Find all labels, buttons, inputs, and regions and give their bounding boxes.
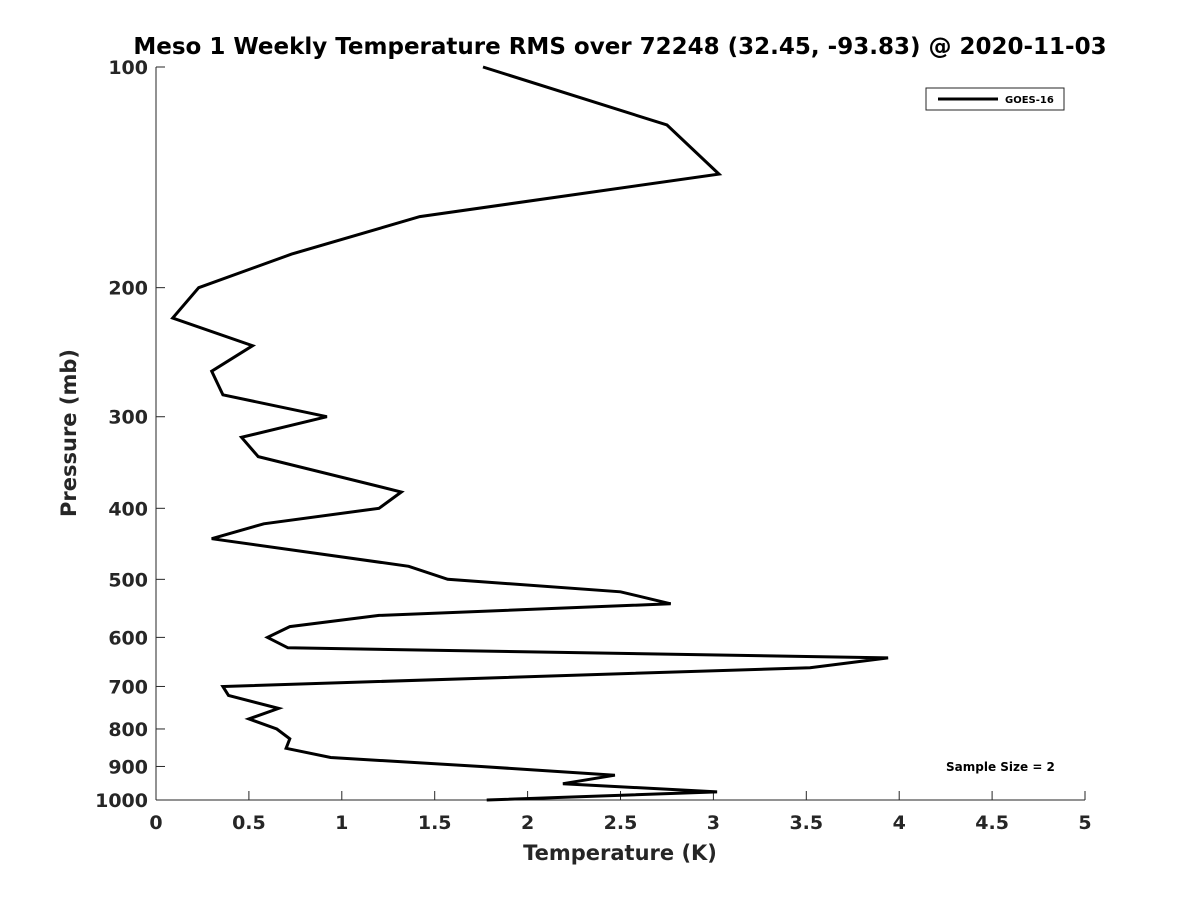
- x-axis-ticks: 0 0.5 1 1.5 2 2.5 3 3.5 4 4.5 5: [149, 791, 1092, 834]
- y-tick-label: 600: [108, 627, 148, 649]
- x-tick-label: 2: [521, 812, 534, 834]
- series-line-goes-16: [170, 65, 889, 802]
- legend-entry-goes-16: GOES-16: [1005, 95, 1054, 106]
- y-tick-label: 400: [108, 498, 148, 520]
- chart-title: Meso 1 Weekly Temperature RMS over 72248…: [133, 34, 1106, 60]
- y-tick-label: 500: [108, 569, 148, 591]
- y-tick-label: 200: [108, 278, 148, 300]
- y-tick-label: 1000: [95, 790, 148, 812]
- legend: GOES-16: [925, 87, 1065, 111]
- x-tick-label: 0.5: [232, 812, 266, 834]
- y-tick-label: 700: [108, 676, 148, 698]
- x-tick-label: 4: [893, 812, 906, 834]
- sample-size-annotation: Sample Size = 2: [946, 760, 1055, 774]
- x-tick-label: 1: [335, 812, 348, 834]
- plot-area: [156, 67, 1085, 800]
- y-tick-label: 800: [108, 719, 148, 741]
- y-axis-ticks: 100 200 300 400 500 600 700 800 900 1000: [95, 57, 165, 812]
- x-tick-label: 0: [149, 812, 162, 834]
- x-axis-label: Temperature (K): [523, 841, 717, 865]
- x-tick-label: 2.5: [604, 812, 638, 834]
- x-tick-label: 3: [707, 812, 720, 834]
- x-tick-label: 4.5: [975, 812, 1009, 834]
- x-tick-label: 1.5: [418, 812, 452, 834]
- y-axis-label: Pressure (mb): [57, 349, 81, 517]
- y-tick-label: 100: [108, 57, 148, 79]
- x-tick-label: 3.5: [789, 812, 823, 834]
- x-tick-label: 5: [1078, 812, 1091, 834]
- y-tick-label: 300: [108, 407, 148, 429]
- y-tick-label: 900: [108, 756, 148, 778]
